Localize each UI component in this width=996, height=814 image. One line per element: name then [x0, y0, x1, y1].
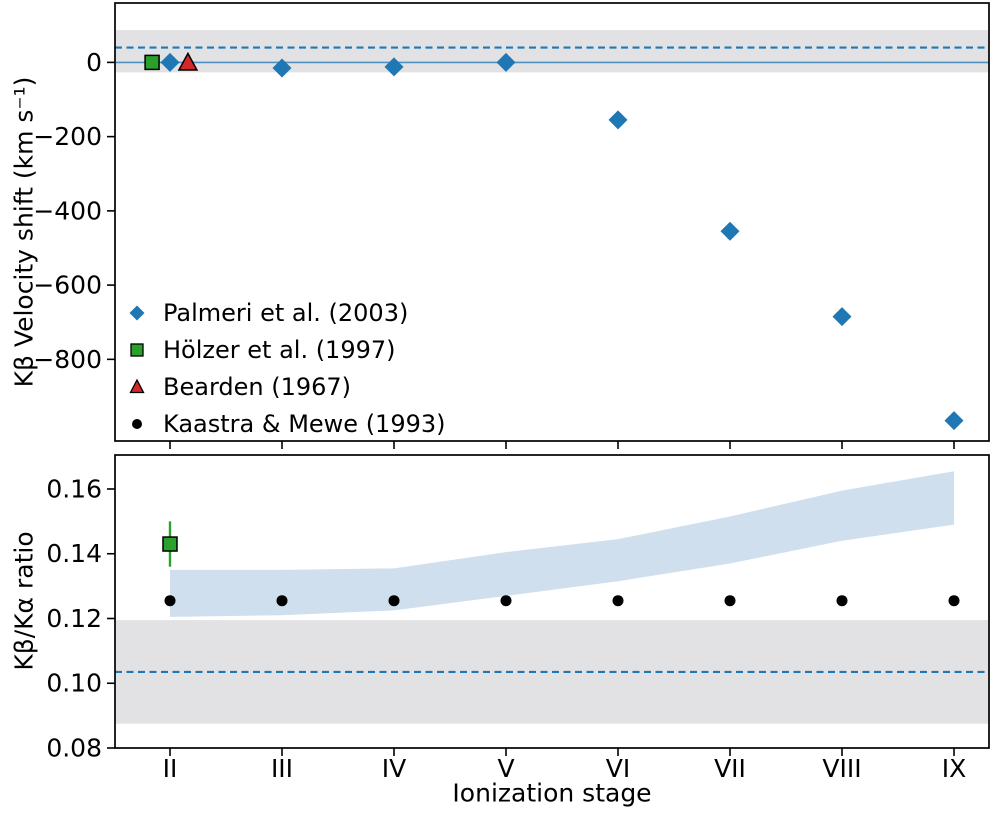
diamond-glyph: [129, 305, 145, 320]
diamond-legend-icon: [129, 305, 145, 320]
kaastra-circle-IV: [388, 595, 400, 607]
legend-label: Hölzer et al. (1997): [163, 335, 396, 364]
palmeri-diamond-VI: [608, 110, 628, 130]
velocity_panel-gray-band: [115, 30, 989, 73]
x-tick-label-III: III: [271, 754, 293, 783]
ratio_panel-y-tick-label: 0.10: [46, 669, 102, 698]
palmeri-diamond-V: [496, 52, 516, 72]
hlzer-square-II: [162, 536, 178, 552]
ratio_panel-y-tick-label: 0.08: [46, 734, 102, 763]
legend-item-bearden: Bearden (1967): [123, 368, 446, 405]
legend-label: Kaastra & Mewe (1993): [163, 409, 446, 438]
kaastra-circle-II: [164, 595, 176, 607]
triangle-legend-icon: [129, 378, 145, 393]
top-y-axis-label: Kβ Velocity shift (km s⁻¹): [9, 76, 39, 388]
kaastra-circle-VII: [724, 595, 736, 607]
ratio_panel-y-tick-label: 0.16: [46, 474, 102, 503]
legend-label: Bearden (1967): [163, 372, 352, 401]
hlzer-square-II: [144, 54, 160, 71]
triangle-glyph: [129, 378, 145, 393]
circle-glyph: [132, 418, 142, 429]
bottom-y-axis-label: Kβ/Kα ratio: [9, 531, 39, 671]
bearden-triangle-II: [177, 51, 199, 71]
legend-item-kaastra: Kaastra & Mewe (1993): [123, 405, 446, 442]
palmeri-diamond-IV: [384, 57, 404, 77]
kaastra-circle-VIII: [836, 595, 848, 607]
x-tick-label-II: II: [163, 754, 178, 783]
velocity_panel-spines: [114, 2, 990, 442]
x-axis-label: Ionization stage: [452, 778, 652, 808]
legend-item-palmeri: Palmeri et al. (2003): [123, 294, 446, 331]
ratio_panel-spines: [114, 454, 990, 749]
ratio_panel-y-tick-label: 0.14: [46, 539, 102, 568]
kaastra-circle-III: [276, 595, 288, 607]
kaastra-circle-VI: [612, 595, 624, 607]
velocity_panel-y-tick-label: −200: [33, 122, 102, 151]
palmeri-diamond-VIII: [832, 307, 852, 327]
square-legend-icon: [130, 342, 144, 357]
kaastra-circle-V: [500, 595, 512, 607]
legend: Palmeri et al. (2003) Hölzer et al. (1997…: [123, 294, 446, 442]
x-tick-label-VIII: VIII: [822, 754, 861, 783]
ratio_panel-shaded-band: [170, 471, 954, 617]
ratio_panel-y-tick-label: 0.12: [46, 604, 102, 633]
legend-label: Palmeri et al. (2003): [163, 298, 409, 327]
x-tick-label-VI: VI: [606, 754, 630, 783]
legend-item-hlzer: Hölzer et al. (1997): [123, 331, 446, 368]
palmeri-diamond-VII: [720, 221, 740, 241]
kaastra-circle-IX: [948, 595, 960, 607]
palmeri-diamond-II: [160, 52, 180, 72]
velocity_panel-y-tick-label: 0: [86, 48, 102, 77]
palmeri-diamond-IX: [944, 411, 964, 431]
x-tick-label-V: V: [497, 754, 514, 783]
square-glyph: [130, 342, 144, 357]
velocity_panel-y-tick-label: −800: [33, 345, 102, 374]
circle-legend-icon: [132, 418, 142, 429]
x-tick-label-IV: IV: [382, 754, 406, 783]
velocity_panel-y-tick-label: −400: [33, 196, 102, 225]
x-tick-label-VII: VII: [714, 754, 746, 783]
palmeri-diamond-III: [272, 58, 292, 78]
velocity_panel-y-tick-label: −600: [33, 271, 102, 300]
x-tick-label-IX: IX: [942, 754, 967, 783]
